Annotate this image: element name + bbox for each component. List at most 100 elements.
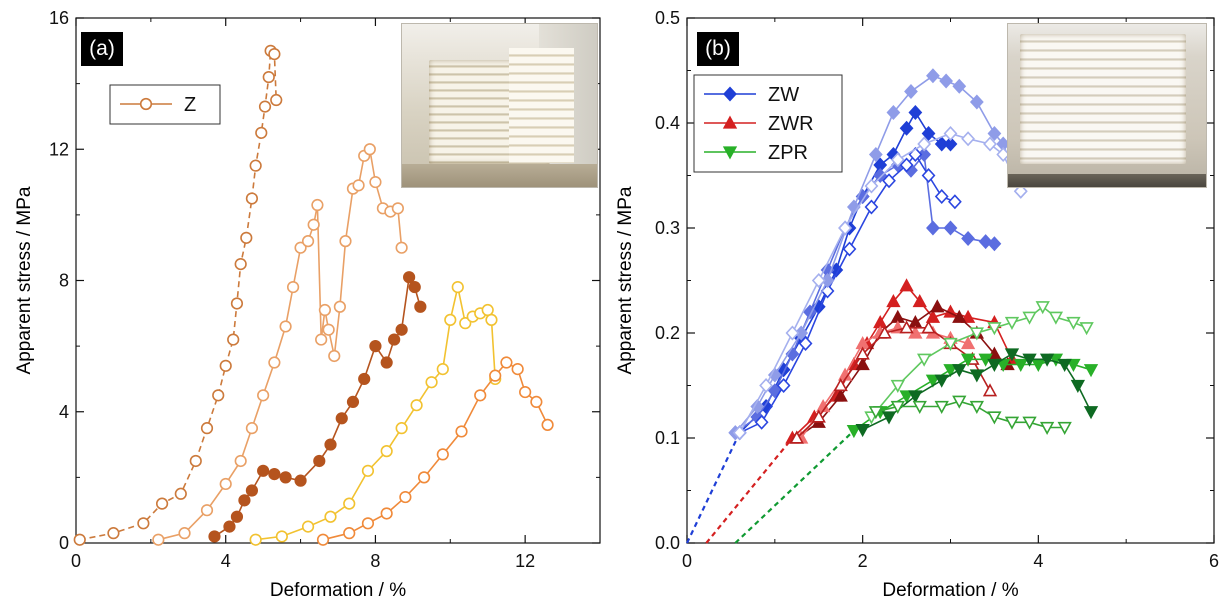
data-point: [238, 494, 251, 507]
data-point: [868, 147, 883, 162]
data-point: [346, 395, 360, 409]
y-tick-label: 0.3: [655, 218, 680, 238]
data-point: [961, 131, 975, 147]
data-point: [921, 320, 936, 334]
legend-label: Z: [184, 94, 196, 116]
data-point: [361, 464, 375, 477]
series-line: [255, 286, 496, 541]
data-point: [343, 497, 356, 510]
data-point: [258, 100, 272, 113]
data-point: [934, 400, 949, 414]
data-point: [380, 507, 393, 520]
data-point: [882, 173, 896, 189]
panel-b-x-axis-label: Deformation / %: [882, 580, 1018, 601]
x-tick-label: 2: [858, 551, 868, 571]
data-point: [339, 235, 352, 248]
data-point: [485, 313, 498, 326]
data-point: [934, 189, 949, 204]
data-point: [952, 78, 967, 94]
data-point: [1013, 183, 1028, 199]
data-point: [500, 356, 513, 369]
data-point: [943, 337, 958, 351]
data-point: [1022, 416, 1037, 430]
panel-a-axes: 0 4 8 12 0 4 8 12 16: [49, 8, 600, 571]
data-point: [759, 378, 773, 393]
data-point: [444, 313, 457, 326]
data-point: [1004, 348, 1020, 362]
data-point: [315, 333, 328, 346]
data-point: [363, 143, 376, 156]
data-point: [899, 157, 914, 173]
data-point: [776, 378, 791, 393]
data-point: [240, 231, 253, 244]
data-point: [952, 364, 967, 378]
data-point: [152, 533, 165, 546]
data-point: [268, 356, 281, 369]
data-point: [952, 309, 967, 323]
data-point: [219, 359, 232, 372]
data-point: [767, 367, 782, 383]
data-point: [268, 467, 281, 481]
series-line: [158, 147, 403, 541]
series-5: [316, 356, 554, 546]
data-point: [912, 294, 927, 308]
data-point: [436, 448, 449, 461]
extrapolation-line: [686, 432, 741, 544]
data-point: [1013, 358, 1028, 372]
data-point: [934, 374, 949, 388]
series-line: [862, 353, 1092, 431]
data-point: [257, 389, 270, 402]
data-point: [318, 303, 332, 317]
legend-item-zw: ZW: [704, 84, 799, 106]
panel-a-series: [73, 44, 554, 546]
data-point: [987, 411, 1002, 425]
legend-item-zwr: ZWR: [704, 113, 814, 135]
data-point: [1057, 421, 1072, 435]
data-point: [380, 445, 393, 458]
y-tick-label: 0.2: [655, 323, 680, 343]
data-point: [1035, 301, 1050, 315]
data-point: [257, 464, 270, 477]
legend-label: ZWR: [768, 113, 814, 135]
y-tick-label: 8: [59, 271, 69, 291]
data-point: [864, 199, 879, 215]
data-point: [811, 273, 826, 288]
data-point: [530, 395, 543, 409]
panel-a-chart: 0 4 8 12 0 4 8 12 16 Deformation / % Apparent st…: [14, 8, 601, 601]
data-point: [864, 178, 879, 194]
data-point: [234, 257, 247, 271]
data-point: [886, 294, 901, 308]
panel-a-tag: (a): [81, 32, 123, 66]
data-point: [358, 372, 371, 386]
data-point: [811, 409, 826, 423]
y-tick-label: 4: [59, 402, 69, 422]
data-point: [952, 395, 967, 409]
legend-marker: [723, 86, 737, 102]
data-point: [838, 220, 852, 236]
data-point: [987, 346, 1002, 360]
legend-item-z: Z: [120, 94, 196, 116]
data-point: [352, 179, 365, 192]
data-point: [1022, 311, 1037, 325]
data-point: [908, 105, 923, 120]
data-point: [1066, 358, 1081, 372]
x-tick-label: 12: [515, 551, 535, 571]
data-point: [230, 510, 244, 523]
inset-a-base-plate: [402, 164, 597, 187]
data-point: [925, 374, 941, 388]
extrapolation-line: [734, 429, 855, 544]
inset-b-specimen: [1019, 33, 1187, 165]
data-point: [939, 73, 953, 89]
data-point: [474, 389, 487, 402]
data-point: [425, 376, 438, 389]
data-point: [1066, 316, 1081, 330]
data-point: [301, 235, 315, 248]
data-point: [245, 484, 259, 497]
data-point: [1079, 322, 1094, 336]
data-point: [369, 175, 382, 189]
data-point: [219, 477, 232, 491]
data-point: [969, 400, 984, 414]
x-tick-label: 6: [1209, 551, 1219, 571]
series-2: [728, 147, 1002, 441]
